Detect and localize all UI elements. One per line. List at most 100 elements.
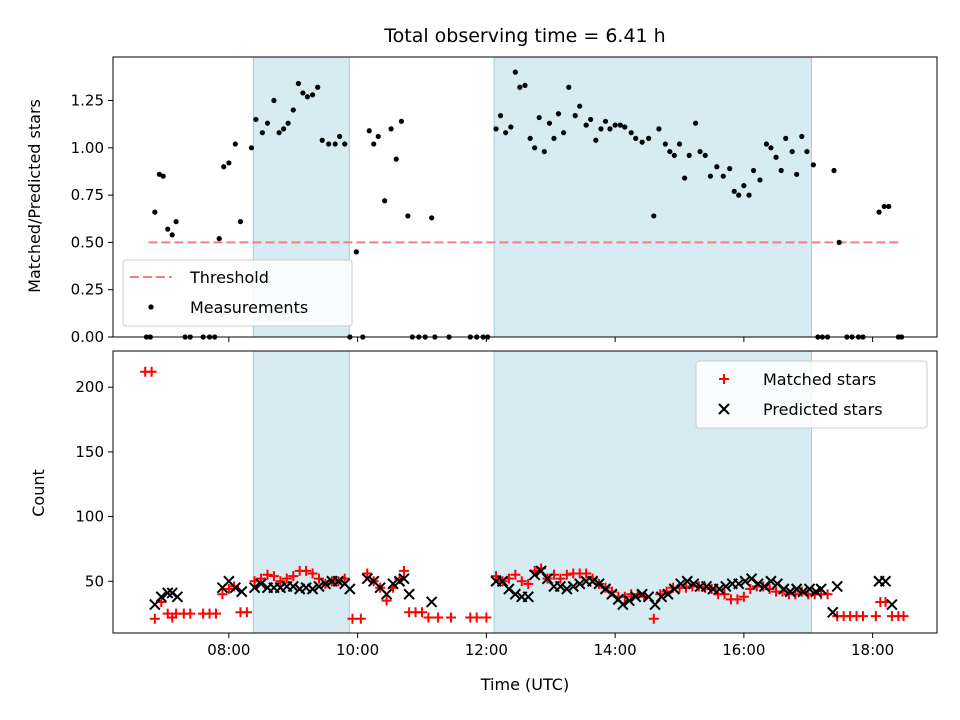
measurement-point <box>566 84 572 90</box>
matched-star-marker <box>281 573 292 584</box>
matched-star-marker <box>561 569 572 580</box>
measurement-point <box>221 164 227 170</box>
measurement-point <box>342 141 348 147</box>
measurement-point <box>541 148 547 155</box>
predicted-star-marker <box>554 580 567 593</box>
measurement-point <box>810 162 817 168</box>
measurement-point <box>707 173 714 179</box>
predicted-star-marker <box>797 585 809 598</box>
measurement-point <box>572 113 578 119</box>
matched-star-marker <box>262 569 273 580</box>
matched-star-marker <box>381 595 392 606</box>
legend-matched-label: Matched stars <box>763 370 876 389</box>
predicted-star-marker <box>380 588 393 600</box>
measurement-point <box>237 218 244 225</box>
legend-matched-swatch <box>719 374 729 384</box>
measurement-point <box>248 145 255 151</box>
x-tick-label: 12:00 <box>465 641 508 659</box>
measurement-point <box>295 80 301 87</box>
predicted-star-marker <box>332 575 345 587</box>
predicted-star-marker <box>509 588 522 600</box>
top-y-tick-label: 0.25 <box>71 281 104 299</box>
predicted-star-marker <box>236 585 248 598</box>
predicted-star-marker <box>398 572 410 585</box>
matched-star-marker <box>314 573 324 584</box>
matched-star-marker <box>898 611 909 622</box>
measurement-point <box>697 148 703 155</box>
predicted-star-marker <box>248 582 261 594</box>
top-legend-box <box>122 259 353 327</box>
measurement-point <box>783 135 789 141</box>
matched-star-marker <box>149 613 160 624</box>
predicted-star-marker <box>623 594 635 607</box>
top-y-tick-label: 0.00 <box>71 328 104 346</box>
x-tick-label: 16:00 <box>722 641 765 659</box>
measurement-point <box>517 84 523 90</box>
measurement-point <box>651 213 657 219</box>
top-shaded-span <box>493 56 812 338</box>
measurement-point <box>332 141 338 147</box>
measurement-point <box>593 137 599 143</box>
bottom-legend-box <box>695 360 928 429</box>
measurement-point <box>353 249 359 255</box>
legend-measurements-swatch <box>148 304 154 310</box>
top-axes-frame <box>112 56 938 338</box>
matched-star-marker <box>211 608 221 619</box>
measurement-point <box>561 130 567 136</box>
measurement-point <box>656 126 662 132</box>
matched-star-marker <box>648 613 659 624</box>
matched-star-marker <box>523 578 534 589</box>
measurement-point <box>602 118 609 124</box>
predicted-star-marker <box>361 572 373 585</box>
measurement-point <box>831 167 837 174</box>
predicted-star-marker <box>229 582 242 594</box>
measurement-point <box>264 120 271 126</box>
measurement-point <box>804 148 810 155</box>
measurement-point <box>667 148 673 155</box>
matched-star-marker <box>510 569 521 580</box>
measurement-point <box>682 175 688 181</box>
predicted-star-marker <box>155 591 167 603</box>
matched-star-marker <box>738 591 749 602</box>
measurement-point <box>607 126 613 132</box>
measurement-point <box>622 124 628 130</box>
matched-star-marker <box>268 571 279 582</box>
x-tick-label: 18:00 <box>851 641 894 659</box>
measurement-point <box>881 203 887 210</box>
chart-title: Total observing time = 6.41 h <box>383 25 665 47</box>
matched-star-marker <box>433 612 444 623</box>
predicted-star-marker <box>733 578 745 590</box>
measurement-point <box>259 130 265 136</box>
measurement-point <box>393 156 399 162</box>
predicted-star-marker <box>528 569 541 581</box>
measurement-point <box>512 69 518 75</box>
predicted-star-marker <box>831 580 843 593</box>
measurement-point <box>375 133 381 140</box>
predicted-star-marker <box>561 583 573 595</box>
matched-star-marker <box>347 613 358 624</box>
x-tick-label: 14:00 <box>594 641 637 659</box>
measurement-point <box>836 239 842 246</box>
measurement-point <box>527 135 533 141</box>
measurement-point <box>337 133 343 140</box>
matched-star-marker <box>516 576 527 587</box>
measurement-point <box>876 209 882 215</box>
predicted-star-marker <box>319 578 332 590</box>
measurement-point <box>503 130 509 136</box>
predicted-star-marker <box>827 606 839 619</box>
measurement-point <box>253 116 259 123</box>
measurement-point <box>686 152 692 158</box>
matched-star-marker <box>146 366 157 377</box>
matched-star-marker <box>362 568 373 579</box>
predicted-star-marker <box>574 578 586 590</box>
measurement-point <box>165 226 171 232</box>
measurement-point <box>794 171 800 177</box>
bottom-y-tick-label: 100 <box>75 508 104 526</box>
matched-star-marker <box>417 607 427 618</box>
bottom-y-tick-label: 50 <box>85 572 104 590</box>
measurement-point <box>388 126 394 132</box>
predicted-star-marker <box>886 598 898 611</box>
measurement-point <box>799 133 805 140</box>
measurement-point <box>639 139 645 145</box>
